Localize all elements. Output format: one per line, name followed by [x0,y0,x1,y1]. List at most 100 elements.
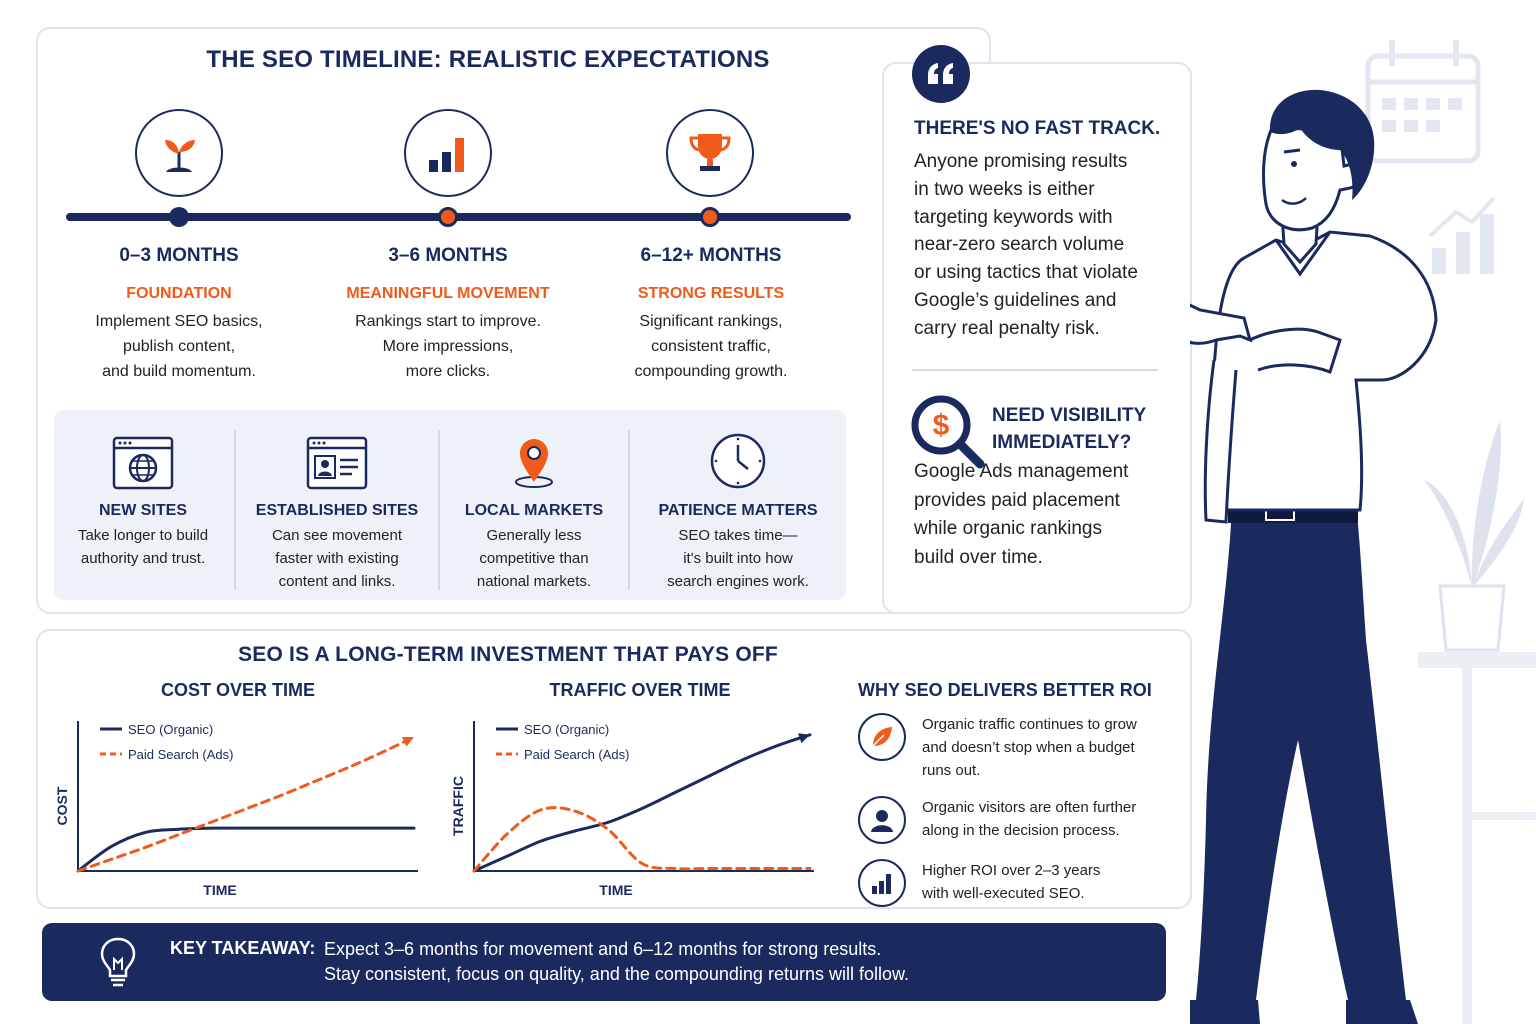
x-axis-label: TIME [203,882,236,898]
roi-line: runs out. [922,762,981,779]
cost-over-time-chart: TIME COST SEO (Organic) Paid Search (Ads) [54,721,418,898]
divider [438,430,440,590]
roi-line: Higher ROI over 2–3 years [922,862,1101,879]
factor-established-sites: ESTABLISHED SITES Can see movement faste… [236,436,438,593]
growth-chart-icon [1428,196,1496,274]
chart-title: TRAFFIC OVER TIME [549,680,731,700]
stage-desc-line: Rankings start to improve. [355,313,541,330]
series-line [472,733,812,873]
visibility-heading: NEED VISIBILITY IMMEDIATELY? [992,402,1146,456]
stage-range: 0–3 MONTHS [119,245,239,266]
stage-foundation: 0–3 MONTHS FOUNDATION Implement SEO basi… [69,245,289,384]
roi-line: along in the decision process. [922,822,1120,839]
search-dollar-icon: $ [911,395,985,469]
stage-strong-results: 6–12+ MONTHS STRONG RESULTS Significant … [601,245,821,384]
series-line [76,735,416,873]
calendar-icon [1365,40,1481,164]
visibility-line: Google Ads management [914,461,1129,482]
y-axis-label: TRAFFIC [450,776,466,836]
roi-line: Organic visitors are often further [922,799,1137,816]
clock-icon [710,433,766,489]
quote-line: near-zero search volume [914,234,1125,256]
leaf-icon [858,713,906,761]
factor-desc-line: Can see movement [271,527,403,544]
factors-panel: NEW SITES Take longer to build authority… [54,410,846,600]
businessman-illustration [1190,40,1536,1024]
legend-label: SEO (Organic) [128,722,213,737]
timeline-line [66,213,851,221]
takeaway-line: Expect 3–6 months for movement and 6–12 … [324,939,882,959]
traffic-over-time-chart: TIME TRAFFIC SEO (Organic) Paid Search (Ads… [450,721,814,898]
globe-browser-icon [112,436,174,490]
divider [628,430,630,590]
quote-icon [912,45,970,103]
profile-browser-icon [306,436,368,490]
stage-range: 6–12+ MONTHS [640,245,782,266]
factor-local-markets: LOCAL MARKETS Generally less competitive… [440,432,628,593]
series-arrowhead [798,733,810,744]
svg-text:$: $ [933,409,950,442]
legend-label: Paid Search (Ads) [128,747,234,762]
investment-title: SEO IS A LONG-TERM INVESTMENT THAT PAYS … [238,643,778,666]
factor-desc-line: competitive than [479,550,589,567]
quote-line: carry real penalty risk. [914,317,1100,339]
quote-line: targeting keywords with [914,206,1113,228]
sprout-icon [135,109,223,197]
x-axis-label: TIME [599,882,632,898]
factor-desc-line: Take longer to build [77,527,209,544]
quote-divider [912,369,1158,371]
stage-label: FOUNDATION [126,285,232,302]
visibility-heading-line: NEED VISIBILITY [992,405,1147,426]
stage-desc-line: consistent traffic, [651,338,771,355]
stage-movement: 3–6 MONTHS MEANINGFUL MOVEMENT Rankings … [338,245,558,384]
stage-desc-line: more clicks. [405,363,491,380]
factor-desc: Can see movement faster with existing co… [236,524,438,593]
factor-desc: SEO takes time— it's built into how sear… [630,524,846,593]
factor-desc: Generally less competitive than national… [440,524,628,593]
factor-desc-line: Generally less [486,527,582,544]
stage-desc-line: compounding growth. [634,363,788,380]
stage-desc: Rankings start to improve. More impressi… [338,309,558,384]
stage-label: STRONG RESULTS [637,285,785,302]
factor-title: ESTABLISHED SITES [255,502,419,519]
stage-desc: Significant rankings, consistent traffic… [601,309,821,384]
legend-label: SEO (Organic) [524,722,609,737]
investment-card [36,629,1192,909]
stage-desc-line: and build momentum. [102,363,256,380]
visibility-heading-line: IMMEDIATELY? [992,432,1132,453]
factor-title: PATIENCE MATTERS [658,502,818,519]
factor-desc-line: it's built into how [683,550,793,567]
roi-text: Organic traffic continues to grow and do… [922,713,1137,782]
quote-heading: THERE'S NO FAST TRACK. [914,118,1161,139]
bar-chart-icon [858,859,906,907]
factor-desc-line: content and links. [278,573,396,590]
roi-item: Organic traffic continues to grow and do… [858,713,1178,782]
chart-title: COST OVER TIME [160,680,315,700]
roi-line: with well-executed SEO. [922,885,1085,902]
quote-line: or using tactics that violate [914,262,1138,284]
factor-title: NEW SITES [98,502,187,519]
legend-label: Paid Search (Ads) [524,747,630,762]
quote-line: Anyone promising results [914,151,1128,172]
stage-desc-line: Significant rankings, [639,313,783,330]
roi-item: Higher ROI over 2–3 years with well-exec… [858,859,1178,907]
takeaway-text: Expect 3–6 months for movement and 6–12 … [324,937,909,987]
roi-text: Organic visitors are often further along… [922,796,1136,844]
visibility-line: provides paid placement [914,489,1120,511]
y-axis-label: COST [54,786,70,825]
key-takeaway-bar: KEY TAKEAWAY: Expect 3–6 months for move… [42,923,1166,1001]
factor-desc-line: national markets. [476,573,592,590]
timeline-title: THE SEO TIMELINE: REALISTIC EXPECTATIONS [206,46,770,73]
factor-title: LOCAL MARKETS [464,502,604,519]
visibility-line: while organic rankings [914,518,1102,539]
roi-line: Organic traffic continues to grow [922,716,1137,733]
trophy-icon [666,109,754,197]
stage-desc: Implement SEO basics, publish content, a… [69,309,289,384]
stage-desc-line: More impressions, [382,338,514,355]
factor-desc: Take longer to build authority and trust… [54,524,232,570]
stage-desc-line: Implement SEO basics, [95,313,263,330]
quote-line: Google’s guidelines and [914,289,1117,311]
roi-item: Organic visitors are often further along… [858,796,1178,844]
roi-text: Higher ROI over 2–3 years with well-exec… [922,859,1100,907]
bar-chart-icon [404,109,492,197]
